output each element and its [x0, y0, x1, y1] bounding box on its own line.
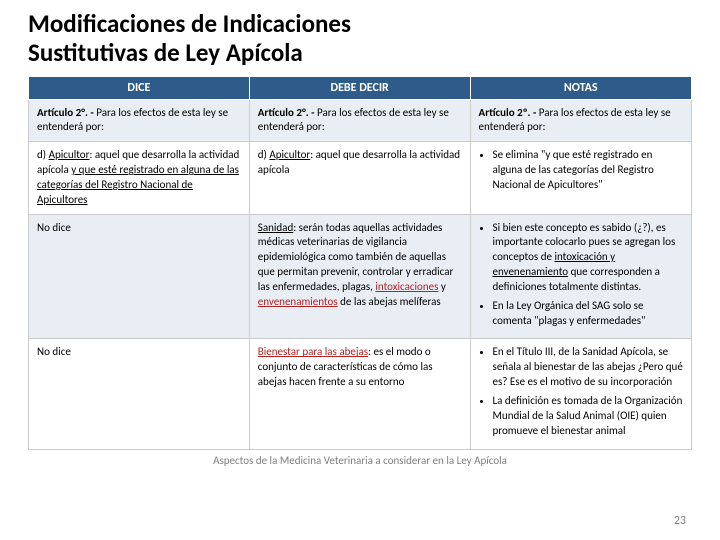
cell-debe-decir: Artículo 2°. - Para los efectos de esta …	[249, 99, 470, 142]
page-number: 23	[674, 514, 686, 528]
table-row: d) Apicultor: aquel que desarrolla la ac…	[29, 142, 692, 214]
cell-notas: Si bien este concepto es sabido (¿?), es…	[470, 214, 691, 339]
col-dice: DICE	[29, 76, 250, 99]
note-item: En la Ley Orgánica del SAG solo se comen…	[493, 299, 683, 329]
slide-title: Modificaciones de Indicaciones Sustituti…	[28, 10, 692, 68]
cell-dice: No dice	[29, 214, 250, 339]
slide-container: Modificaciones de Indicaciones Sustituti…	[0, 0, 720, 467]
table-row: No dice Bienestar para las abejas: es el…	[29, 339, 692, 449]
cell-dice: No dice	[29, 339, 250, 449]
cell-debe-decir: Bienestar para las abejas: es el modo o …	[249, 339, 470, 449]
note-item: En el Título III, de la Sanidad Apícola,…	[493, 345, 683, 390]
cell-debe-decir: d) Apicultor: aquel que desarrolla la ac…	[249, 142, 470, 214]
cell-notas: Artículo 2º. - Para los efectos de esta …	[470, 99, 691, 142]
table-row: Artículo 2°. - Para los efectos de esta …	[29, 99, 692, 142]
note-item: Se elimina "y que esté registrado en alg…	[493, 148, 683, 193]
cell-notas: En el Título III, de la Sanidad Apícola,…	[470, 339, 691, 449]
table-row: No dice Sanidad: serán todas aquellas ac…	[29, 214, 692, 339]
cell-notas: Se elimina "y que esté registrado en alg…	[470, 142, 691, 214]
cell-debe-decir: Sanidad: serán todas aquellas actividade…	[249, 214, 470, 339]
cell-dice: Artículo 2°. - Para los efectos de esta …	[29, 99, 250, 142]
title-line1: Modificaciones de Indicaciones	[28, 8, 351, 39]
title-line2: Sustitutivas de Ley Apícola	[28, 37, 303, 68]
table-header-row: DICE DEBE DECIR NOTAS	[29, 76, 692, 99]
cell-dice: d) Apicultor: aquel que desarrolla la ac…	[29, 142, 250, 214]
col-debe-decir: DEBE DECIR	[249, 76, 470, 99]
comparison-table: DICE DEBE DECIR NOTAS Artículo 2°. - Par…	[28, 76, 692, 450]
note-item: Si bien este concepto es sabido (¿?), es…	[493, 221, 683, 295]
note-item: La definición es tomada de la Organizaci…	[493, 394, 683, 439]
col-notas: NOTAS	[470, 76, 691, 99]
footer-text: Aspectos de la Medicina Veterinaria a co…	[28, 454, 692, 467]
